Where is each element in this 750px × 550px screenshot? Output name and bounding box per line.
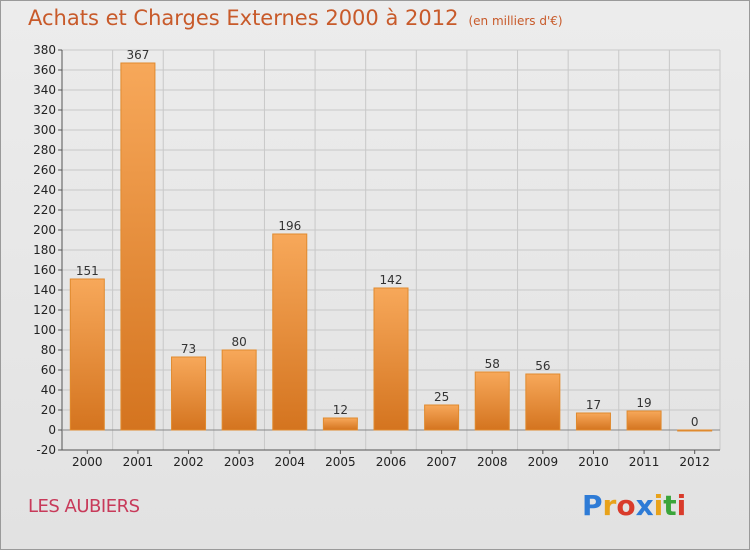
y-tick-label: 60 — [41, 363, 56, 377]
x-tick-label: 2007 — [426, 455, 457, 469]
bar — [221, 349, 257, 431]
bar — [373, 287, 409, 431]
logo-letter: P — [582, 489, 603, 522]
data-label: 151 — [76, 264, 99, 278]
data-label: 12 — [333, 403, 348, 417]
title-text: Achats et Charges Externes 2000 à 2012 — [28, 6, 459, 30]
y-tick-label: 300 — [33, 123, 56, 137]
proxiti-logo: Proxiti — [582, 489, 686, 522]
data-label: 142 — [380, 273, 403, 287]
y-tick-label: -20 — [36, 443, 56, 457]
y-tick-label: 280 — [33, 143, 56, 157]
logo-letter: r — [602, 489, 617, 522]
bar — [626, 410, 662, 431]
y-tick-label: 240 — [33, 183, 56, 197]
logo-letter: x — [635, 489, 654, 522]
x-tick-label: 2001 — [123, 455, 154, 469]
data-label: 25 — [434, 390, 449, 404]
x-tick-label: 2009 — [528, 455, 559, 469]
bar — [120, 62, 156, 431]
logo-letter: i — [653, 489, 664, 522]
chart-title: Achats et Charges Externes 2000 à 2012 (e… — [28, 6, 563, 30]
logo-letter: i — [676, 489, 687, 522]
bar — [677, 429, 713, 432]
x-tick-label: 2006 — [376, 455, 407, 469]
bar — [525, 373, 561, 431]
x-tick-label: 2011 — [629, 455, 660, 469]
x-tick-label: 2000 — [72, 455, 103, 469]
y-tick-label: 160 — [33, 263, 56, 277]
bar — [424, 404, 460, 431]
y-tick-label: 260 — [33, 163, 56, 177]
bar — [272, 233, 308, 431]
y-tick-label: 380 — [33, 43, 56, 57]
title-unit: (en milliers d'€) — [468, 14, 563, 28]
y-tick-label: 200 — [33, 223, 56, 237]
y-tick-label: 0 — [48, 423, 56, 437]
y-tick-label: 120 — [33, 303, 56, 317]
x-tick-label: 2003 — [224, 455, 255, 469]
y-tick-label: 360 — [33, 63, 56, 77]
bars — [69, 62, 713, 432]
y-tick-label: 340 — [33, 83, 56, 97]
x-tick-label: 2012 — [679, 455, 710, 469]
labels: -200204060801001201401601802002202402602… — [33, 43, 710, 469]
y-tick-label: 140 — [33, 283, 56, 297]
bar — [575, 412, 611, 431]
y-tick-label: 320 — [33, 103, 56, 117]
y-tick-label: 100 — [33, 323, 56, 337]
x-tick-label: 2004 — [274, 455, 305, 469]
y-tick-label: 180 — [33, 243, 56, 257]
logo-letter: t — [663, 489, 677, 522]
data-label: 80 — [232, 335, 247, 349]
y-tick-label: 40 — [41, 383, 56, 397]
x-tick-label: 2008 — [477, 455, 508, 469]
y-tick-label: 80 — [41, 343, 56, 357]
bar — [322, 417, 358, 431]
data-label: 73 — [181, 342, 196, 356]
bar — [171, 356, 207, 431]
bar — [474, 371, 510, 431]
y-tick-label: 220 — [33, 203, 56, 217]
data-label: 367 — [126, 48, 149, 62]
y-tick-label: 20 — [41, 403, 56, 417]
bar — [69, 278, 105, 431]
data-label: 0 — [691, 415, 699, 429]
data-label: 56 — [535, 359, 550, 373]
x-tick-label: 2005 — [325, 455, 356, 469]
commune-name: LES AUBIERS — [28, 496, 140, 517]
data-label: 196 — [278, 219, 301, 233]
data-label: 58 — [485, 357, 500, 371]
data-label: 17 — [586, 398, 601, 412]
x-tick-label: 2010 — [578, 455, 609, 469]
x-tick-label: 2002 — [173, 455, 204, 469]
logo-letter: o — [616, 489, 636, 522]
data-label: 19 — [636, 396, 651, 410]
